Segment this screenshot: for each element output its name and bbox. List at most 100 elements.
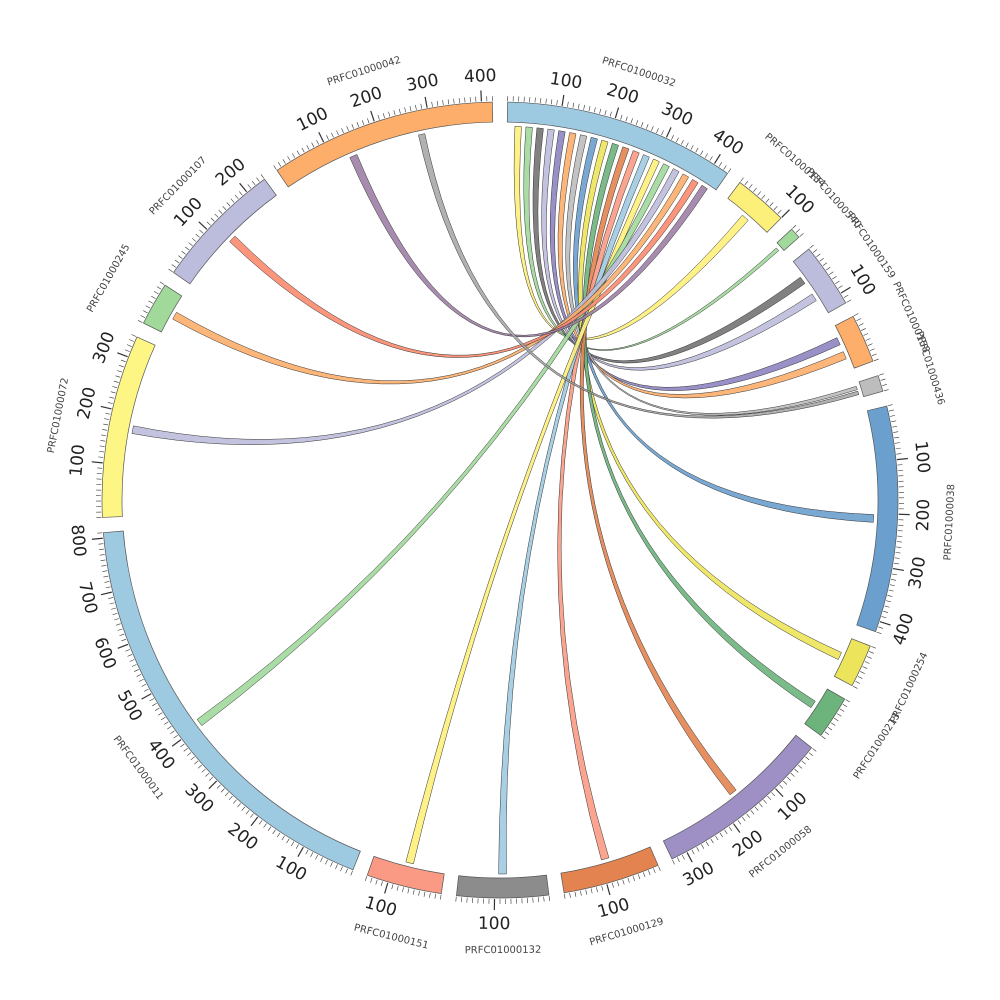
minor-tick — [779, 784, 784, 789]
minor-tick — [105, 586, 111, 589]
minor-tick — [100, 440, 106, 442]
minor-tick — [402, 887, 404, 893]
minor-tick — [865, 338, 871, 341]
tick-label: 100 — [478, 914, 511, 934]
segment-prfc01000107 — [172, 178, 277, 285]
minor-tick — [798, 764, 803, 769]
major-tick — [879, 621, 891, 626]
minor-tick — [396, 885, 399, 891]
minor-tick — [107, 402, 113, 404]
minor-tick — [599, 108, 602, 114]
tick-label: 100 — [294, 104, 332, 136]
minor-tick — [805, 756, 810, 761]
minor-tick — [190, 756, 195, 761]
major-tick — [424, 96, 428, 108]
minor-tick — [845, 699, 851, 703]
minor-tick — [412, 889, 415, 895]
minor-tick — [245, 810, 250, 815]
minor-tick — [801, 760, 806, 765]
minor-tick — [111, 607, 116, 610]
minor-tick — [167, 726, 172, 730]
minor-tick — [737, 820, 742, 825]
minor-tick — [821, 735, 826, 740]
segment-prfc01000038 — [856, 405, 899, 633]
minor-tick — [630, 118, 633, 124]
minor-tick — [310, 852, 314, 857]
minor-tick — [119, 633, 125, 637]
minor-tick — [718, 162, 723, 167]
major-tick — [100, 591, 112, 596]
minor-tick — [209, 776, 214, 781]
major-tick — [297, 846, 304, 858]
minor-tick — [228, 795, 233, 800]
minor-tick — [330, 862, 333, 867]
minor-tick — [375, 879, 378, 885]
minor-tick — [434, 893, 437, 899]
segment-prfc01000058 — [662, 734, 813, 860]
link-prfc01000032-prfc01000107 — [229, 179, 699, 358]
minor-tick — [889, 584, 895, 587]
minor-tick — [336, 130, 339, 136]
tick-label: 200 — [913, 499, 934, 532]
minor-tick — [567, 101, 569, 107]
major-tick — [384, 882, 389, 894]
minor-tick — [635, 120, 639, 126]
minor-tick — [105, 412, 111, 415]
minor-tick — [407, 888, 410, 894]
minor-tick — [704, 153, 708, 158]
minor-tick — [404, 107, 407, 113]
tick-label: 300 — [405, 70, 441, 96]
minor-tick — [233, 799, 237, 804]
minor-tick — [151, 295, 156, 299]
minor-tick — [326, 135, 329, 140]
minor-tick — [101, 565, 107, 567]
minor-tick — [267, 826, 272, 831]
minor-tick — [862, 666, 868, 669]
minor-tick — [415, 104, 417, 110]
minor-tick — [842, 703, 848, 708]
minor-tick — [825, 266, 831, 271]
tick-label: 800 — [66, 524, 89, 558]
major-tick — [91, 537, 103, 540]
minor-tick — [656, 128, 659, 134]
minor-tick — [550, 99, 553, 105]
minor-tick — [143, 310, 148, 314]
minor-tick — [727, 168, 732, 173]
minor-tick — [230, 198, 235, 203]
minor-tick — [391, 884, 394, 890]
minor-tick — [117, 370, 123, 373]
minor-tick — [715, 835, 719, 841]
minor-tick — [98, 543, 104, 545]
tick-label: 300 — [89, 329, 119, 366]
minor-tick — [846, 299, 852, 303]
minor-tick — [136, 674, 142, 677]
minor-tick — [431, 101, 433, 107]
minor-tick — [617, 881, 620, 887]
minor-tick — [593, 107, 596, 113]
major-tick — [171, 739, 182, 747]
minor-tick — [251, 180, 256, 186]
major-tick — [318, 131, 325, 143]
link-prfc01000042-prfc01000436 — [418, 133, 860, 419]
minor-tick — [155, 707, 160, 711]
minor-tick — [839, 708, 845, 712]
link-prfc01000032-prfc01000011 — [196, 163, 670, 727]
minor-tick — [340, 866, 343, 872]
link-prfc01000032-prfc01000245 — [172, 173, 690, 385]
minor-tick — [838, 285, 843, 289]
minor-tick — [273, 165, 277, 170]
major-tick — [198, 221, 208, 230]
major-tick — [370, 110, 375, 122]
minor-tick — [163, 721, 169, 725]
link-prfc01000032-prfc01000038 — [573, 136, 874, 523]
minor-tick — [263, 823, 267, 828]
minor-tick — [237, 803, 241, 808]
minor-tick — [356, 122, 360, 127]
segment-label-prfc01000132: PRFC01000132 — [465, 945, 542, 957]
minor-tick — [792, 224, 797, 229]
minor-tick — [871, 646, 876, 649]
minor-tick — [325, 859, 328, 865]
minor-tick — [218, 209, 223, 214]
minor-tick — [258, 820, 263, 825]
minor-tick — [866, 656, 872, 659]
